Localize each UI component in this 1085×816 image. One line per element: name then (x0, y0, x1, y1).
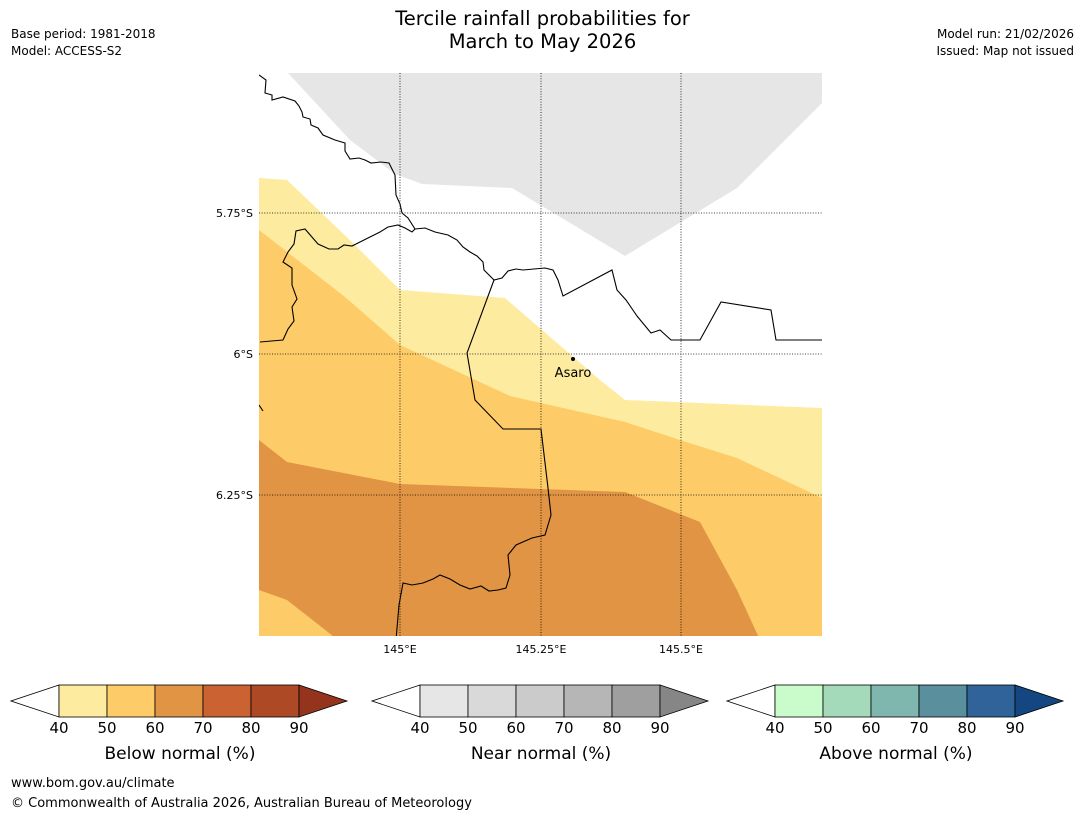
border-fragment-west (259, 404, 264, 412)
legend-arrow-left (10, 684, 60, 718)
legend-tick: 90 (289, 719, 309, 737)
legend-tick: 80 (241, 719, 261, 737)
legend-tick: 40 (410, 719, 430, 737)
legend-swatch (611, 684, 661, 718)
legend-tick: 60 (506, 719, 526, 737)
legend-arrow-right (298, 684, 349, 718)
model-run: Model run: 21/02/2026 (936, 27, 1074, 41)
title-line-2: March to May 2026 (448, 30, 637, 53)
legend-tick: 40 (49, 719, 69, 737)
longitude-label-145: 145°E (383, 643, 416, 656)
legend-swatch (966, 684, 1016, 718)
below-normal-legend: 40 50 60 70 80 90 Below normal (%) (10, 683, 350, 773)
legend-arrow-right (659, 684, 710, 718)
metadata-left: Base period: 1981-2018 Model: ACCESS-S2 (11, 26, 156, 60)
title-line-1: Tercile rainfall probabilities for (395, 7, 690, 30)
legend-swatch (106, 684, 156, 718)
legend-swatch (918, 684, 968, 718)
legend-swatch (515, 684, 565, 718)
issued-status: Issued: Map not issued (936, 44, 1074, 58)
latitude-label-6: 6°S (234, 348, 253, 361)
above-normal-colorbar (726, 684, 1065, 718)
map-panel: Asaro 5.75°S 6°S 6.25°S 145°E 145.25°E 1… (216, 73, 822, 656)
legend-tick: 90 (650, 719, 670, 737)
legend-swatch (250, 684, 300, 718)
town-marker (571, 357, 575, 361)
longitude-label-145-5: 145.5°E (659, 643, 703, 656)
legend-arrow-left (371, 684, 421, 718)
legend-swatch (467, 684, 517, 718)
legend-tick: 50 (458, 719, 478, 737)
legend-tick: 60 (861, 719, 881, 737)
legend-tick: 50 (813, 719, 833, 737)
source-url: www.bom.gov.au/climate (11, 776, 175, 791)
border-lines (259, 74, 822, 636)
latitude-label-6-25: 6.25°S (216, 489, 253, 502)
town-label: Asaro (555, 366, 592, 381)
metadata-right: Model run: 21/02/2026 Issued: Map not is… (936, 26, 1074, 60)
province-border-north (259, 74, 416, 343)
longitude-label-145-25: 145.25°E (516, 643, 567, 656)
model-name: Model: ACCESS-S2 (11, 44, 123, 58)
below-normal-colorbar (10, 684, 349, 718)
legend-swatch (870, 684, 920, 718)
legend-tick: 60 (145, 719, 165, 737)
map-title: Tercile rainfall probabilities for March… (0, 7, 1085, 53)
copyright-notice: © Commonwealth of Australia 2026, Austra… (11, 796, 472, 811)
above-normal-legend: 40 50 60 70 80 90 Above normal (%) (726, 683, 1066, 773)
district-border-south (395, 279, 552, 636)
legend-tick: 70 (193, 719, 213, 737)
legend-tick: 90 (1005, 719, 1025, 737)
latitude-label-5-75: 5.75°S (216, 207, 253, 220)
base-period: Base period: 1981-2018 (11, 27, 156, 41)
legend-tick: 80 (602, 719, 622, 737)
legend-arrow-right (1014, 684, 1065, 718)
legend-swatch (563, 684, 613, 718)
below-normal-60-70-region (259, 440, 759, 636)
legend-swatch (58, 684, 108, 718)
near-normal-40-50-region (288, 73, 822, 256)
footer: www.bom.gov.au/climate © Commonwealth of… (11, 774, 472, 814)
legend-swatch (774, 684, 824, 718)
legend-swatch (154, 684, 204, 718)
legend-tick: 70 (554, 719, 574, 737)
legend-tick: 80 (957, 719, 977, 737)
legend-swatch (419, 684, 469, 718)
near-normal-colorbar (371, 684, 710, 718)
near-normal-legend: 40 50 60 70 80 90 Near normal (%) (371, 683, 711, 773)
near-normal-label: Near normal (%) (470, 744, 612, 764)
legend-swatch (822, 684, 872, 718)
legend-arrow-left (726, 684, 776, 718)
legend-tick: 50 (97, 719, 117, 737)
province-border-east (414, 227, 822, 341)
below-normal-label: Below normal (%) (104, 744, 256, 764)
legend-swatch (202, 684, 252, 718)
graticule (259, 73, 822, 636)
legend-tick: 70 (909, 719, 929, 737)
legend-tick: 40 (765, 719, 785, 737)
above-normal-label: Above normal (%) (819, 744, 973, 764)
